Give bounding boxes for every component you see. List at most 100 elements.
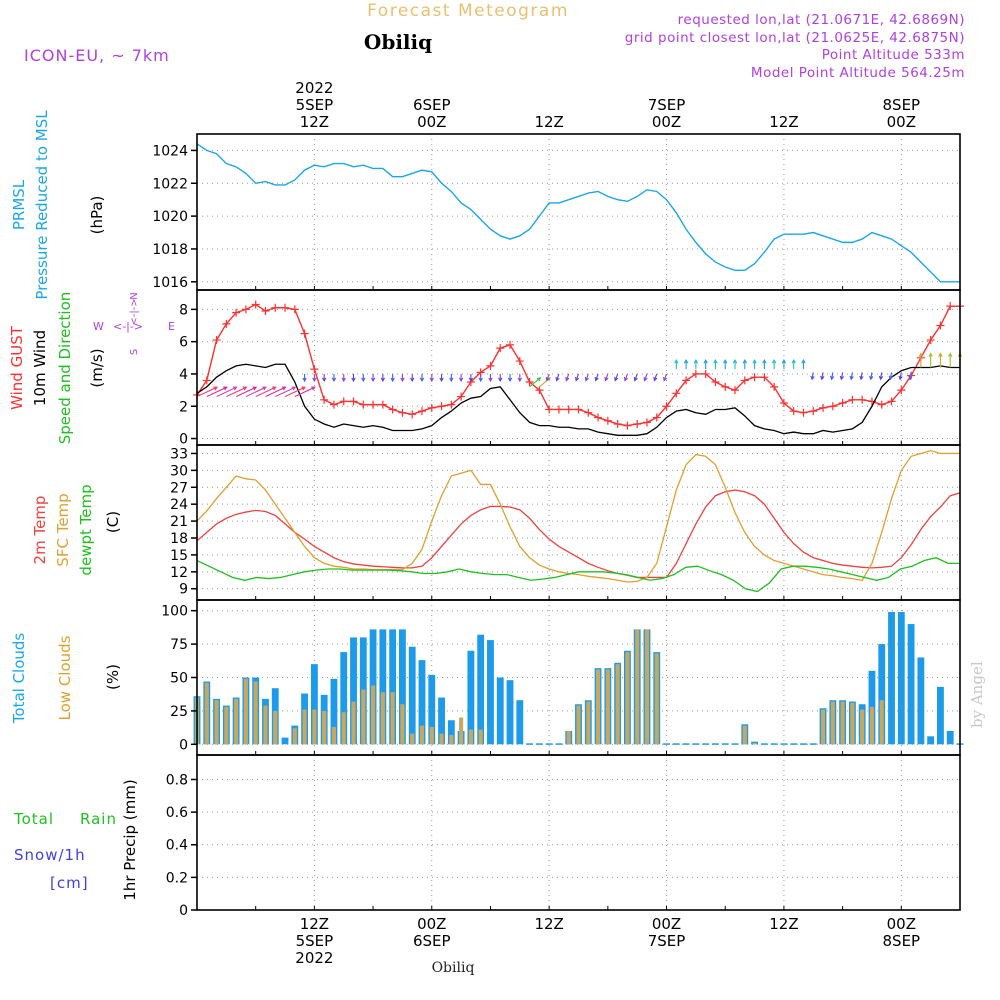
wind-arrow-head [488,377,493,383]
precip-frame [196,754,961,911]
wind-arrow-head [555,376,560,382]
low-cloud-bar [292,728,297,745]
pressure-frame [196,133,961,291]
wind-arrow-head [752,358,757,364]
wind-arrow-head [400,377,405,383]
gust-marker [545,405,554,414]
wind-arrow-head [302,377,307,383]
low-cloud-bar [635,629,640,745]
dewpt-label: dewpt Temp [77,484,95,575]
wind-arrow-head [771,358,777,364]
wind-arrow-head [948,352,953,357]
bottom-time-label: 00Z [652,915,681,933]
total-cloud-bar [330,678,338,745]
gust-marker [388,405,397,414]
wind-arrow-head [869,375,874,381]
top-time-label: 00Z [417,113,446,131]
gust-marker [310,365,319,374]
wind-arrow-head [370,377,376,383]
wind-arrow-head [623,376,629,382]
wind-arrow-head [301,386,307,391]
low-cloud-bar [341,712,346,745]
gust-marker [682,376,691,385]
temperature-ytick-label: 27 [170,480,188,496]
wind-arrow-head [390,377,395,383]
wind-arrow-head [410,377,415,383]
total-cloud-bar [878,644,886,745]
dewpt-line [196,557,960,593]
wind-arrow-head [928,352,933,357]
wind-arrow-head [938,352,943,357]
wind-arrow [284,386,306,398]
low-cloud-bar [322,710,327,745]
wind-arrow-head [468,377,474,383]
clouds-ytick-label: 100 [161,604,188,620]
wind-arrow-head [478,377,483,383]
gust-marker [251,300,260,309]
gust-marker [232,308,241,317]
low-cloud-bar [371,685,376,745]
product-title: Forecast Meteogram [367,1,569,21]
total-cloud-bar [496,677,504,745]
low-cloud-bar [449,734,454,745]
wind-arrow-head [341,377,346,383]
wind-arrow [889,372,893,380]
total-cloud-bar [927,736,935,745]
total-cloud-bar [672,743,680,745]
wind-arrow-head [693,358,699,364]
wind-arrow [634,373,638,381]
compass-we-arrow: <-|-> [113,320,143,333]
low-cloud-bar [644,629,650,745]
gust-marker [701,369,710,378]
wind-arrow-head [232,386,238,391]
gust-marker [271,303,280,312]
gust-label: Wind GUST [8,325,26,410]
top-time-label: 2022 [295,79,333,97]
pressure-unit: (hPa) [88,196,106,235]
wind-arrow [879,372,883,380]
gust-marker [329,400,338,409]
bottom-time-label: 12Z [769,915,798,933]
low-cloud-bar [273,710,278,745]
snow-label: Snow/1h [14,846,86,864]
low-cloud-bar [380,692,385,745]
bottom-time-label: 6SEP [413,932,451,950]
low-cloud-bar [830,701,835,745]
total-cloud-bar [790,743,798,745]
total-cloud-bar [438,697,445,745]
temperature-ytick-label: 30 [170,463,188,479]
wind-arrow-head [594,376,599,382]
low-cloud-bar [419,725,425,745]
gust-marker [760,373,769,382]
gust-marker [926,336,935,345]
wind-arrow-head [419,377,425,383]
axes: 1016101810201022102402468912151821242730… [152,133,961,919]
wind-arrow-head [213,386,218,391]
precip-ytick-label: 0.8 [166,772,188,788]
gust-marker [594,413,603,422]
wind-arrow-head [565,376,570,382]
low-cloud-bar [243,678,248,745]
wind10-line [196,363,960,436]
bottom-time-label: 12Z [534,915,563,933]
low-cloud-bar [351,701,356,745]
t2m-label: 2m Temp [31,496,49,565]
top-time-label: 12Z [769,113,798,131]
wind-arrow-head [252,386,258,391]
total-cloud-bar [477,634,485,745]
wind-arrow-head [703,358,708,364]
low-cloud-bar [576,705,581,745]
low-cloud-bar [253,681,258,745]
total-cloud-bar [760,743,768,745]
bottom-time-label: 2022 [295,949,333,967]
total-cloud-bar [418,660,426,745]
wind-arrow-head [517,377,522,383]
gust-marker [506,340,515,349]
wind-arrow-head [878,375,884,381]
total-cloud-bar [917,657,925,745]
gust-marker [770,382,779,391]
bar-marks [193,612,964,745]
gust-marker [672,389,681,398]
temperature-ytick-label: 18 [170,531,188,547]
wind-arrow [565,373,570,381]
